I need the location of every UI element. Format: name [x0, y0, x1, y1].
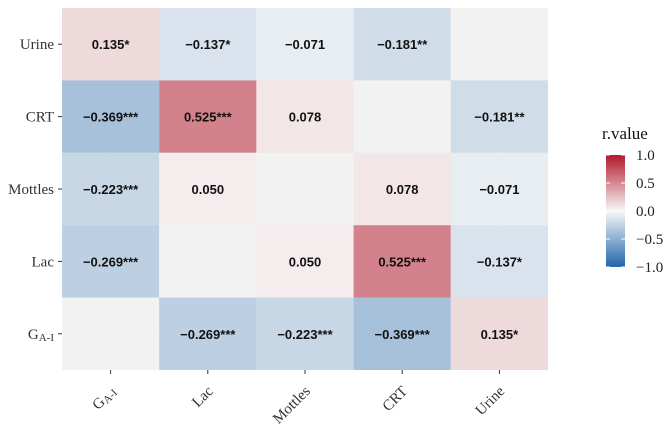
- heatmap-cell: [256, 80, 354, 153]
- heatmap-cell: [353, 8, 451, 81]
- legend-colorbar: [606, 155, 625, 267]
- x-tick-label: Lac: [189, 383, 216, 410]
- heatmap-cell: [450, 80, 548, 153]
- cell-value-label: −0.369***: [83, 110, 139, 125]
- cell-value-label: −0.137*: [477, 254, 523, 269]
- legend-tick-label: 0.5: [636, 176, 655, 192]
- y-tick-label: CRT: [26, 110, 54, 126]
- heatmap-cell: [353, 297, 451, 370]
- cell-value-label: −0.269***: [83, 254, 139, 269]
- cell-value-label: −0.071: [479, 182, 519, 197]
- y-tick-label: GA-I: [28, 327, 54, 344]
- heatmap-cell: [62, 80, 160, 153]
- heatmap-cell: [450, 225, 548, 298]
- cell-value-label: 0.525***: [184, 110, 233, 125]
- legend-tick-label: −1.0: [636, 260, 663, 276]
- heatmap-cell: [450, 8, 548, 81]
- heatmap-cell: [256, 297, 354, 370]
- y-tick-label: Urine: [20, 37, 54, 53]
- heatmap-cell: [159, 152, 257, 226]
- legend-title: r.value: [602, 124, 648, 143]
- legend-tick-label: −0.5: [636, 232, 663, 248]
- cell-value-label: 0.525***: [378, 254, 427, 269]
- cell-value-label: 0.078: [289, 110, 322, 125]
- cell-value-label: 0.135*: [481, 327, 520, 342]
- legend-tick-label: 0.0: [636, 204, 655, 220]
- x-tick-label: Mottles: [270, 383, 314, 427]
- heatmap-cell: [62, 152, 160, 226]
- heatmap-cell: [159, 80, 257, 153]
- x-tick-label: CRT: [380, 384, 411, 415]
- x-tick-label: Urine: [473, 383, 509, 419]
- heatmap-cell: [159, 297, 257, 370]
- cell-value-label: 0.050: [192, 182, 225, 197]
- heatmap-cell: [62, 225, 160, 298]
- heatmap-cell: [159, 8, 257, 81]
- heatmap-cell: [353, 152, 451, 226]
- heatmap-cell: [353, 225, 451, 298]
- cell-value-label: −0.071: [285, 37, 325, 52]
- legend-tick-label: 1.0: [636, 148, 655, 164]
- heatmap-cell: [256, 225, 354, 298]
- heatmap-cell: [353, 80, 451, 153]
- y-tick-label: Mottles: [8, 182, 54, 198]
- x-tick-label: GA-I: [90, 383, 121, 414]
- heatmap-cell: [62, 297, 160, 370]
- cell-value-label: 0.050: [289, 254, 322, 269]
- cell-value-label: −0.137*: [185, 37, 231, 52]
- cell-value-label: −0.181**: [474, 110, 525, 125]
- cell-value-label: −0.223***: [277, 327, 333, 342]
- heatmap-cell: [159, 225, 257, 298]
- heatmap-cell: [62, 8, 160, 81]
- heatmap-cell: [450, 297, 548, 370]
- cell-value-label: −0.369***: [375, 327, 431, 342]
- cell-value-label: 0.078: [386, 182, 419, 197]
- heatmap-cell: [450, 152, 548, 226]
- cell-value-label: 0.135*: [92, 37, 131, 52]
- cell-value-label: −0.223***: [83, 182, 139, 197]
- heatmap-cell: [256, 8, 354, 81]
- y-tick-label: Lac: [32, 254, 55, 270]
- heatmap-cell: [256, 152, 354, 226]
- cell-value-label: −0.181**: [377, 37, 428, 52]
- cell-value-label: −0.269***: [180, 327, 236, 342]
